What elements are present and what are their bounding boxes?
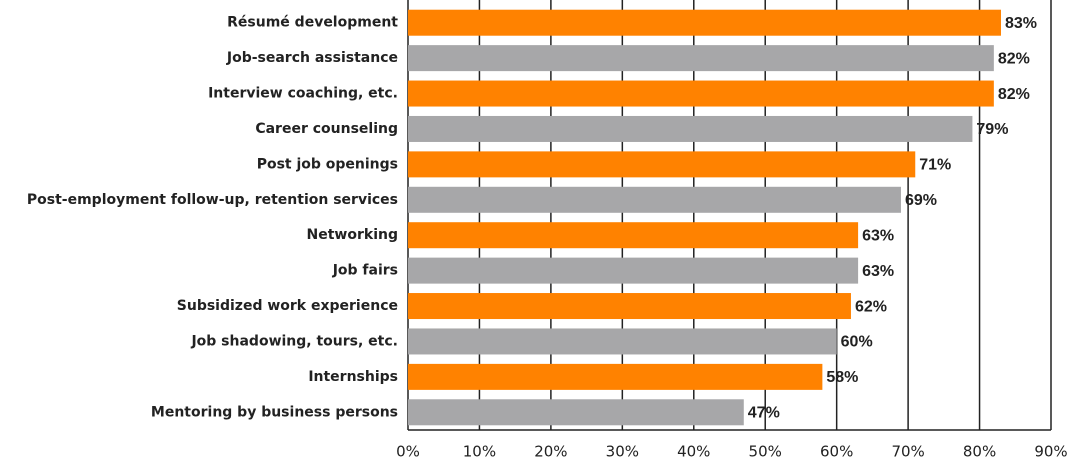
category-label: Career counseling — [255, 121, 398, 137]
category-label: Mentoring by business persons — [151, 404, 398, 420]
x-tick-label: 0% — [396, 443, 420, 461]
bar — [408, 151, 916, 178]
category-label: Job shadowing, tours, etc. — [190, 333, 398, 349]
bar — [408, 257, 859, 284]
bar — [408, 186, 901, 213]
x-tick-label: 10% — [463, 443, 496, 461]
category-label: Internships — [308, 369, 398, 385]
bar — [408, 222, 859, 249]
category-label: Résumé development — [227, 15, 398, 31]
bar — [408, 363, 823, 390]
bar — [408, 45, 994, 72]
value-label: 63% — [862, 227, 894, 244]
category-label: Post job openings — [257, 156, 398, 172]
value-label: 79% — [976, 121, 1008, 138]
value-label: 82% — [998, 86, 1030, 103]
bar — [408, 399, 744, 426]
value-label: 47% — [748, 405, 780, 422]
value-label: 63% — [862, 263, 894, 280]
bar — [408, 115, 973, 142]
value-label: 83% — [1005, 15, 1037, 32]
x-tick-label: 70% — [891, 443, 924, 461]
value-label: 69% — [905, 192, 937, 209]
category-label: Job fairs — [332, 263, 398, 279]
value-label: 71% — [919, 157, 951, 174]
bar — [408, 293, 851, 320]
x-tick-label: 50% — [749, 443, 782, 461]
category-label: Post-employment follow-up, retention ser… — [27, 192, 398, 208]
x-tick-label: 20% — [534, 443, 567, 461]
category-label: Job-search assistance — [226, 50, 398, 66]
category-label: Networking — [307, 227, 398, 243]
x-tick-label: 90% — [1034, 443, 1067, 461]
value-label: 60% — [841, 334, 873, 351]
x-tick-label: 40% — [677, 443, 710, 461]
category-label: Subsidized work experience — [177, 298, 398, 314]
bar — [408, 80, 994, 107]
bar — [408, 328, 837, 355]
bar — [408, 9, 1001, 36]
x-tick-label: 30% — [606, 443, 639, 461]
category-label: Interview coaching, etc. — [208, 86, 398, 102]
value-label: 58% — [826, 369, 858, 386]
x-tick-label: 80% — [963, 443, 996, 461]
value-label: 82% — [998, 50, 1030, 67]
value-label: 62% — [855, 298, 887, 315]
x-tick-label: 60% — [820, 443, 853, 461]
